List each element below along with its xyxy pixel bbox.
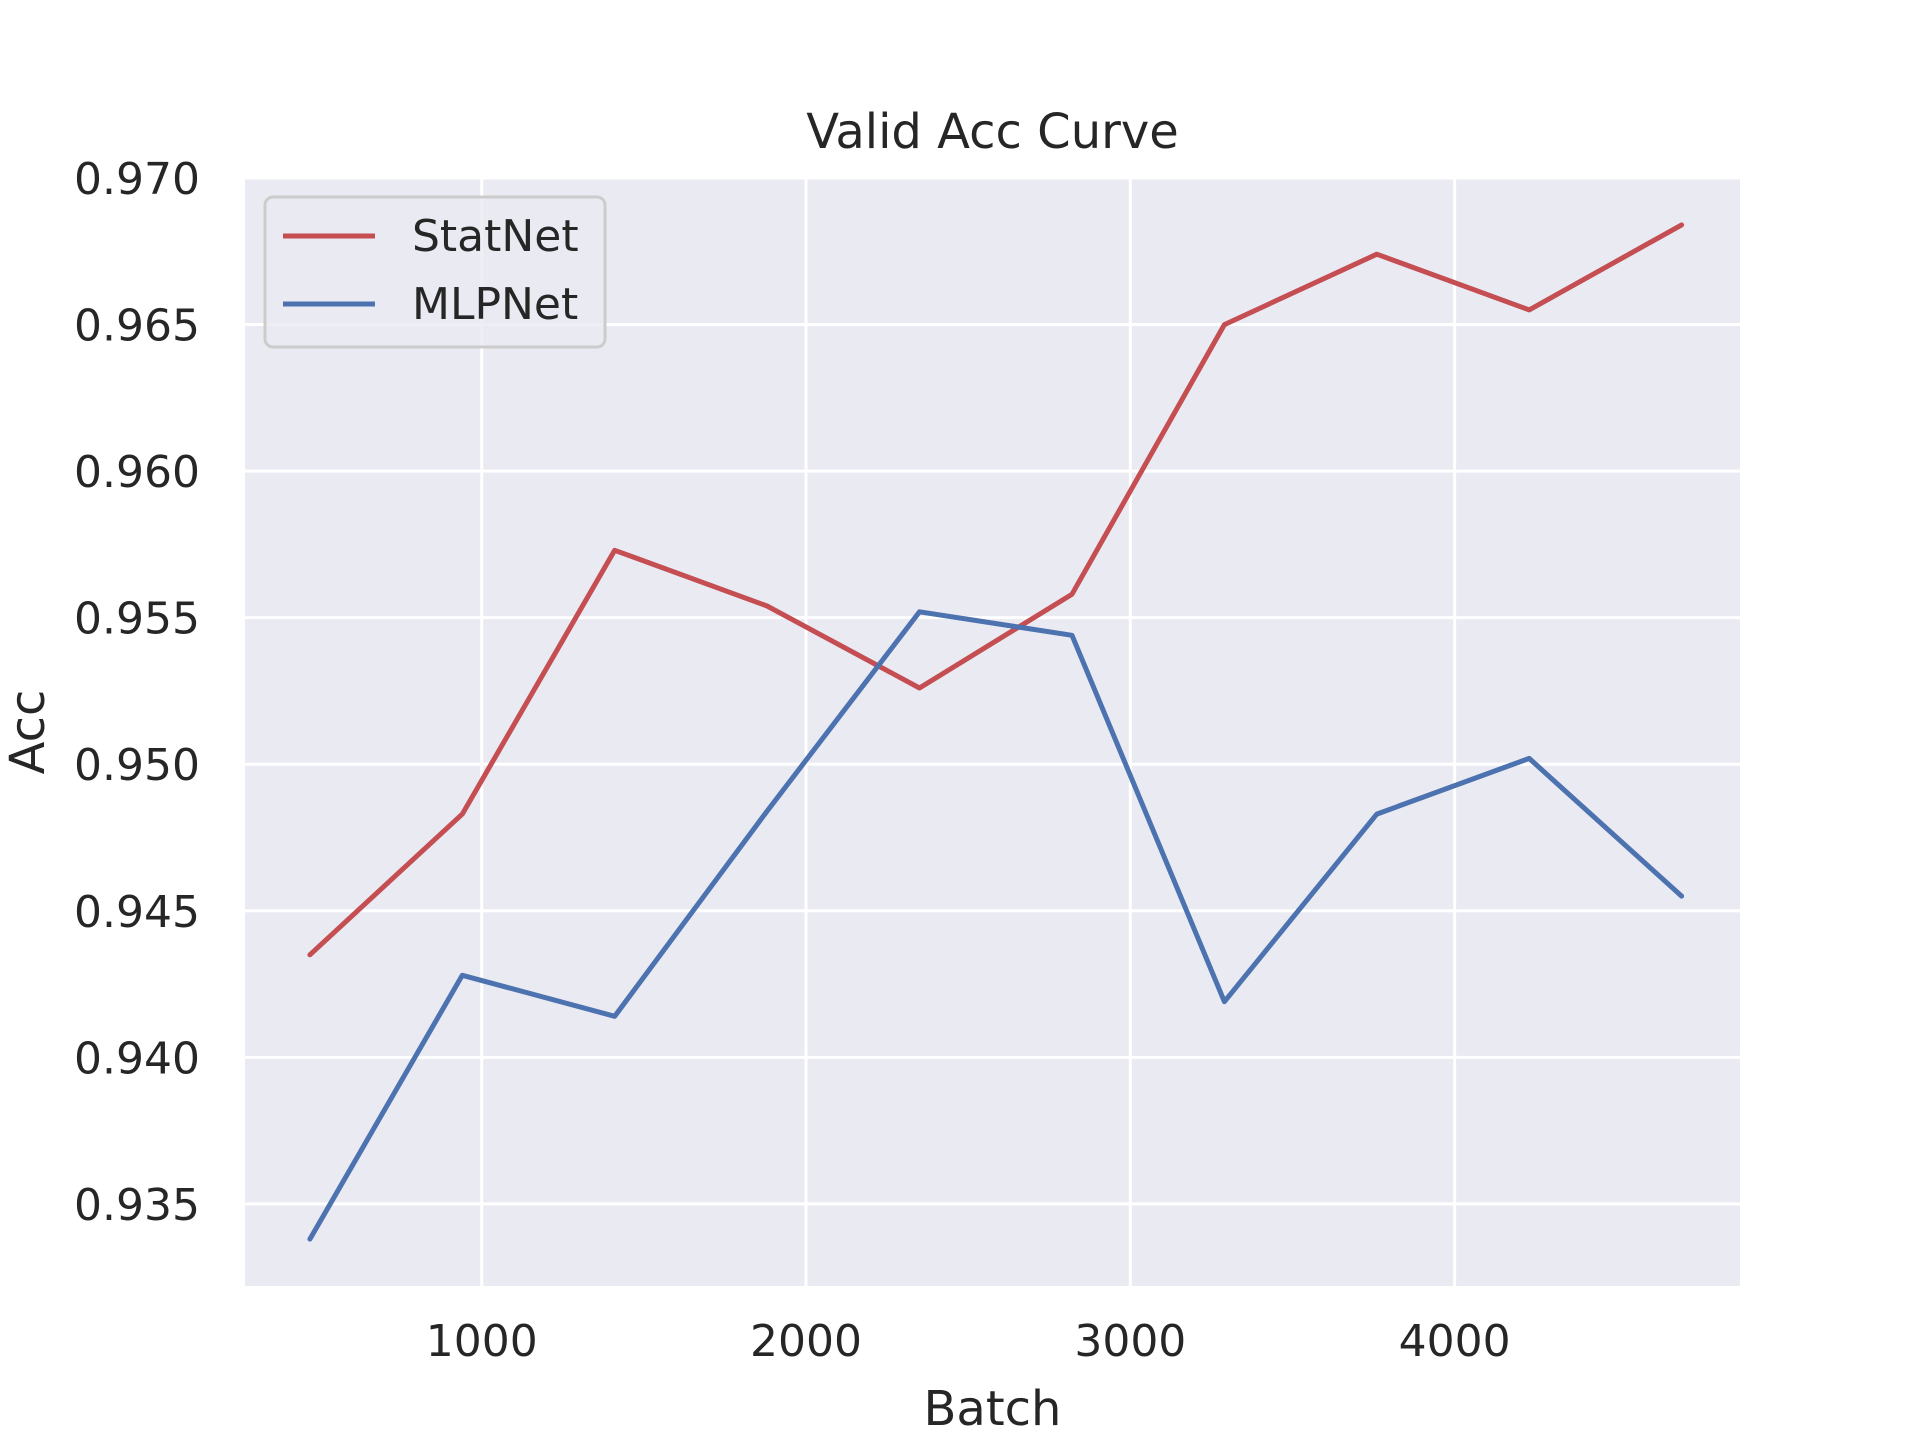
- legend-label-statnet: StatNet: [412, 211, 579, 262]
- y-axis-ticks: 0.935 0.940 0.945 0.950 0.955 0.960 0.965 0.970: [74, 154, 200, 1231]
- x-axis-ticks: 1000 2000 3000 4000: [426, 1316, 1511, 1367]
- y-tick-label: 0.950: [74, 740, 200, 791]
- y-tick-label: 0.970: [74, 154, 200, 205]
- y-tick-label: 0.955: [74, 594, 200, 645]
- y-tick-label: 0.965: [74, 301, 200, 352]
- chart-title: Valid Acc Curve: [806, 104, 1179, 160]
- y-tick-label: 0.960: [74, 447, 200, 498]
- series-line-statnet: [307, 222, 1685, 958]
- y-tick-label: 0.940: [74, 1033, 200, 1084]
- grid: [245, 176, 1740, 1286]
- x-axis-title: Batch: [924, 1381, 1062, 1437]
- legend: StatNet MLPNet: [263, 195, 607, 349]
- x-tick-label: 4000: [1399, 1316, 1511, 1367]
- series-line-mlpnet: [307, 609, 1685, 1242]
- series-lines: [307, 222, 1685, 1242]
- plot-background: [245, 178, 1740, 1286]
- y-tick-label: 0.945: [74, 887, 200, 938]
- x-tick-label: 1000: [426, 1316, 538, 1367]
- y-tick-label: 0.935: [74, 1180, 200, 1231]
- x-tick-label: 2000: [750, 1316, 862, 1367]
- y-axis-title: Acc: [0, 690, 56, 775]
- legend-label-mlpnet: MLPNet: [412, 279, 578, 330]
- x-tick-label: 3000: [1074, 1316, 1186, 1367]
